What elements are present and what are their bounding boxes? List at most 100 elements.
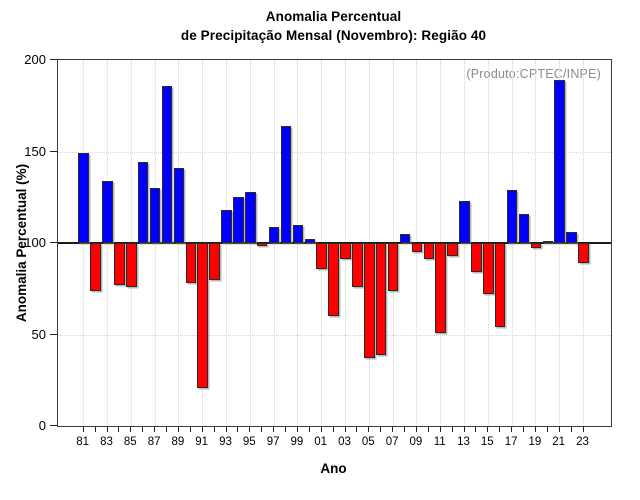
x-tick-label: 99 [290,436,304,448]
bar-01 [316,243,327,269]
bar-81 [78,153,89,243]
x-axis-tick [534,427,536,432]
bar-97 [268,226,280,243]
x-axis-tick [439,427,441,432]
chart-title-line1: Anomalia Percentual [265,9,402,24]
x-axis-tick [94,427,96,432]
bar-84 [114,243,125,286]
bar-04 [352,243,363,287]
x-axis-tick [213,427,215,432]
x-axis-tick [380,427,382,432]
y-axis-tick [50,333,57,335]
x-tick-label: 11 [433,436,446,448]
x-axis-tick [511,427,513,432]
x-axis-tick [261,427,263,432]
x-tick-label: 09 [409,436,423,448]
x-tick-label: 93 [219,436,232,448]
x-axis-tick [154,427,156,432]
x-axis-tick [225,427,227,432]
x-tick-label: 17 [504,436,518,448]
x-axis-tick [130,427,132,432]
bar-07 [387,243,399,291]
y-axis-tick [50,150,57,152]
bar-19 [530,243,542,249]
x-axis-tick [106,427,108,432]
bar-96 [256,243,268,246]
bar-23 [578,243,589,264]
bar-14 [471,243,482,273]
bar-18 [518,213,530,243]
x-axis-tick [558,427,560,432]
bar-92 [209,243,220,280]
bar-09 [411,243,423,253]
x-axis-tick [189,427,191,432]
x-axis-tick [463,427,465,432]
bar-91 [197,243,208,388]
bar-12 [447,243,458,256]
bar-17 [506,189,518,243]
x-axis-tick [308,427,310,432]
x-axis-tick [415,427,417,432]
bar-10 [423,243,435,260]
x-tick-label: 15 [480,436,494,448]
x-axis-tick [356,427,358,432]
bar-83 [102,180,113,243]
x-tick-label: 97 [266,436,280,448]
x-axis-tick [320,427,322,432]
x-tick-label: 91 [195,436,209,448]
x-tick-label: 05 [361,436,375,448]
x-axis-tick [404,427,405,432]
x-tick-label: 19 [528,436,542,448]
bar-08 [399,233,411,243]
bar-05 [364,243,375,359]
bar-99 [292,224,304,243]
bar-98 [280,125,292,243]
x-tick-label: 89 [171,436,185,448]
y-axis-tick [50,425,57,426]
bar-88 [161,85,173,243]
x-axis-tick [177,427,179,432]
bar-82 [90,243,101,291]
x-tick-label: 01 [314,436,328,448]
x-axis-tick [546,427,548,432]
bar-90 [185,243,197,284]
bar-16 [494,243,506,328]
x-tick-label: 13 [457,436,470,448]
x-tick-label: 03 [338,436,351,448]
x-axis-tick [499,427,501,432]
x-axis-tick [451,427,453,432]
x-axis-tick [249,427,251,432]
x-axis-tick [570,427,572,432]
y-axis-tick [50,242,57,243]
x-axis-tick [82,427,84,432]
x-axis-tick [368,427,370,432]
bar-03 [340,243,351,260]
bar-20 [542,240,554,243]
x-tick-label: 21 [552,436,566,448]
x-axis-title: Ano [320,461,347,476]
x-tick-label: 85 [123,436,137,448]
y-axis-tick [50,59,57,60]
x-axis-tick [201,427,203,432]
bar-95 [245,191,256,243]
h-gridline [58,334,611,336]
bar-11 [435,243,446,333]
x-axis-tick [392,427,394,432]
y-tick-label: 150 [24,143,46,159]
bar-00 [304,239,316,243]
bar-06 [375,243,387,355]
chart-title-line2: de Precipitação Mensal (Novembro): Regiã… [180,28,487,43]
x-axis-tick [142,427,144,432]
bar-94 [233,197,244,243]
h-gridline [58,151,611,153]
x-axis-tick [285,427,286,432]
chart-title: Anomalia Percentual de Precipitação Mens… [57,7,610,45]
bar-13 [459,200,470,243]
bar-86 [137,162,149,243]
bar-22 [566,232,577,243]
x-axis-tick [487,427,489,432]
x-axis-tick [475,427,477,432]
x-tick-label: 07 [385,436,399,448]
plot-area: (Produto:CPTEC/INPE) [57,59,612,427]
